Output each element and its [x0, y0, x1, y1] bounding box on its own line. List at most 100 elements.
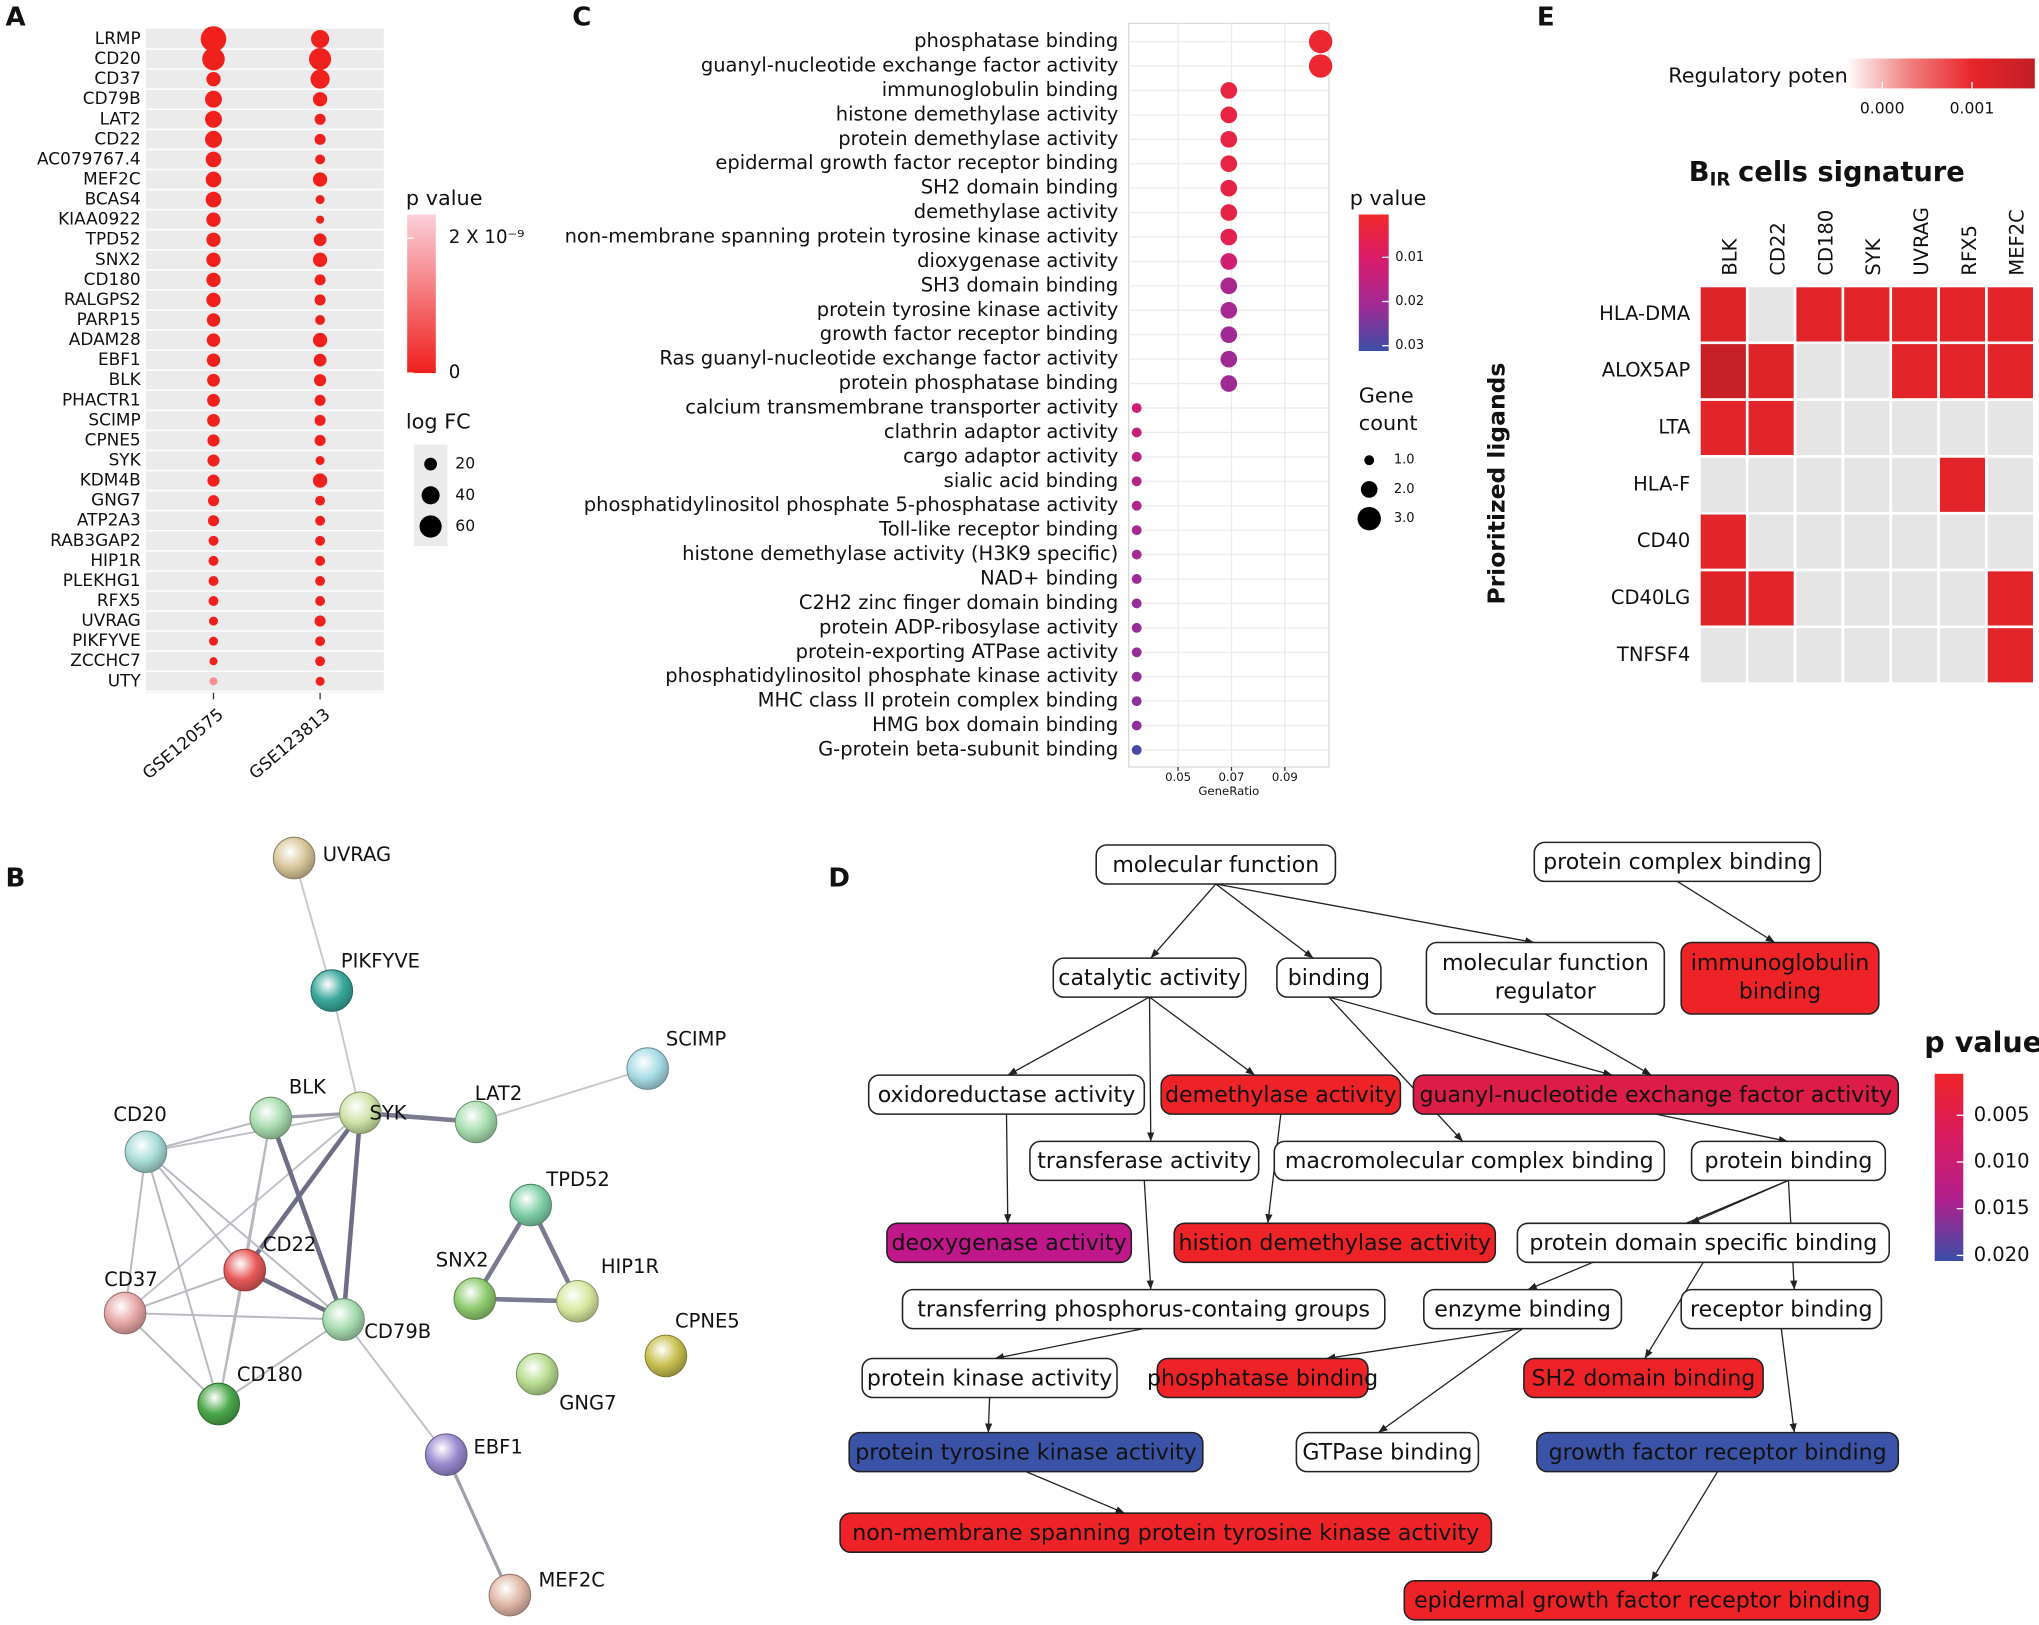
dot	[312, 332, 328, 348]
dot	[315, 154, 326, 165]
colorbar	[1934, 1073, 1964, 1261]
dot	[1131, 696, 1142, 707]
na-cell	[1889, 568, 1940, 629]
dot	[209, 657, 218, 666]
dot	[207, 474, 220, 487]
graph-edge	[1676, 880, 1776, 944]
legend-label: 20	[455, 455, 475, 473]
y-tick-label: HIP1R	[90, 550, 141, 570]
y-tick-label: dioxygenase activity	[917, 249, 1118, 272]
network-edge	[124, 1312, 220, 1405]
dot	[315, 656, 326, 667]
graph-node	[1516, 1222, 1890, 1264]
node-label: protein complex binding	[1543, 849, 1811, 875]
y-tick-label: phosphatidylinositol phosphate kinase ac…	[665, 664, 1118, 687]
y-tick-label: histone demethylase activity	[836, 102, 1119, 125]
network-node	[556, 1279, 599, 1323]
na-cell	[1841, 455, 1893, 515]
graph-edge	[1147, 997, 1155, 1142]
node-label: non-membrane spanning protein tyrosine k…	[852, 1520, 1479, 1546]
legend-dot	[1357, 507, 1381, 531]
graph-edge	[1328, 996, 1613, 1077]
network-edge	[293, 857, 333, 991]
network-node	[124, 1130, 168, 1174]
node-label: histion demethylase activity	[1179, 1230, 1492, 1256]
network-edge	[475, 1067, 648, 1123]
na-cell	[1793, 455, 1845, 515]
y-tick-label: CD22	[94, 128, 140, 148]
dot	[206, 252, 221, 267]
network-edge	[145, 1151, 345, 1321]
graph-edge	[1025, 1471, 1126, 1514]
dot	[310, 69, 330, 89]
dot	[1308, 54, 1333, 78]
graph-edge	[1377, 1328, 1523, 1434]
network-edge	[125, 1312, 344, 1321]
graph-edge	[1644, 1261, 1704, 1359]
colorbar-tick-label: 0.02	[1395, 294, 1424, 309]
panel-label: E	[1537, 3, 1555, 33]
network-edge	[268, 1117, 346, 1321]
legend-dot	[1364, 455, 1375, 466]
legend-title: Gene	[1359, 384, 1414, 408]
legend-title: count	[1359, 411, 1418, 435]
y-tick-label: SH3 domain binding	[921, 273, 1119, 296]
y-tick-label: SCIMP	[88, 409, 140, 429]
network-node	[322, 1298, 365, 1341]
cell	[1985, 284, 2036, 345]
network-edge	[218, 1318, 345, 1405]
graph-edge	[1150, 883, 1217, 959]
column-label: CD22	[1766, 222, 1789, 275]
na-cell	[1793, 568, 1845, 629]
y-tick-label: protein-exporting ATPase activity	[796, 640, 1119, 663]
colorbar-tick-label: 0.03	[1395, 338, 1424, 353]
dot	[314, 394, 326, 406]
cell	[1937, 455, 1988, 515]
colorbar-tick-label: 0.000	[1860, 100, 1905, 118]
dot	[312, 473, 328, 488]
y-tick-label: histone demethylase activity (H3K9 speci…	[682, 542, 1118, 565]
graph-node	[1536, 1431, 1900, 1473]
graph-node	[1095, 844, 1337, 885]
dot	[207, 393, 220, 407]
legend-title: p value	[1350, 186, 1427, 210]
legend-dot	[1360, 481, 1378, 498]
cell	[1985, 625, 2036, 685]
y-tick-label: protein phosphatase binding	[839, 371, 1119, 394]
cell	[1698, 568, 1749, 629]
dot	[1131, 525, 1142, 536]
legend-dot	[421, 486, 440, 505]
dot	[314, 414, 326, 426]
node-label: SCIMP	[666, 1028, 727, 1051]
node-label: SYK	[370, 1102, 408, 1125]
cell	[1745, 398, 1797, 458]
na-cell	[1745, 455, 1797, 515]
dot	[209, 677, 218, 686]
na-cell	[1937, 398, 1988, 458]
node-label: protein tyrosine kinase activity	[855, 1439, 1196, 1465]
dot	[1131, 476, 1142, 487]
graph-edge	[1650, 1471, 1719, 1582]
na-cell	[1889, 625, 1940, 685]
y-tick-label: PHACTR1	[62, 389, 141, 409]
dot	[1220, 253, 1238, 270]
node-label: GNG7	[559, 1392, 616, 1415]
dot	[206, 292, 221, 308]
graph-node	[1412, 1074, 1900, 1115]
y-tick-label: PIKFYVE	[72, 630, 141, 650]
dot	[1220, 277, 1238, 295]
node-label: GTPase binding	[1302, 1439, 1472, 1465]
na-cell	[1841, 511, 1893, 572]
na-cell	[1937, 511, 1988, 572]
dot	[206, 353, 221, 367]
dot	[312, 172, 328, 187]
dot	[315, 676, 325, 686]
na-cell	[1745, 625, 1797, 685]
colorbar	[1846, 58, 2035, 89]
network-edge	[145, 1117, 271, 1153]
dot	[1220, 228, 1238, 246]
node-label: transferring phosphorus-containg groups	[917, 1296, 1370, 1322]
dot	[1131, 403, 1142, 413]
cell	[1985, 568, 2036, 629]
row-label: HLA-DMA	[1599, 302, 1691, 325]
